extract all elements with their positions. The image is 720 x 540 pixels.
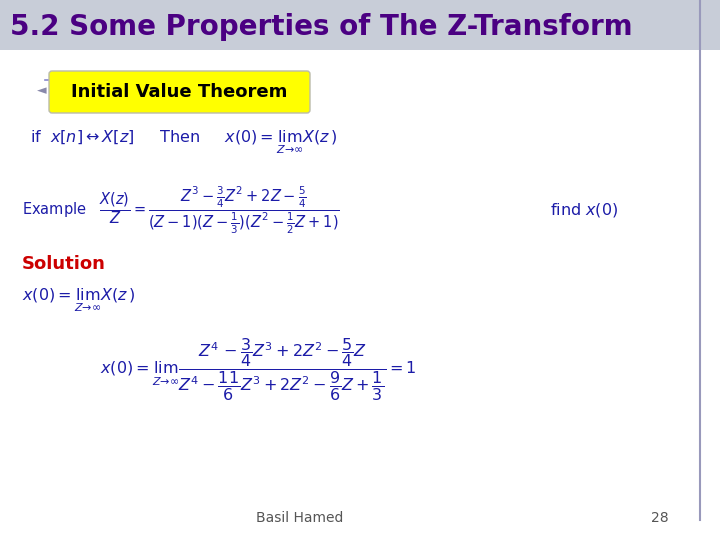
Text: 28: 28 (651, 511, 669, 525)
Text: $x(0) = \lim_{Z \to \infty} \dfrac{Z^4 - \dfrac{3}{4}Z^3 + 2Z^2 - \dfrac{5}{4}Z}: $x(0) = \lim_{Z \to \infty} \dfrac{Z^4 -… (100, 336, 416, 403)
FancyBboxPatch shape (0, 0, 720, 50)
Text: 5.2 Some Properties of The Z-Transform: 5.2 Some Properties of The Z-Transform (10, 13, 633, 41)
Text: if  $x[n] \leftrightarrow X[z]$     Then     $x(0) = \lim_{Z \to \infty} X(z\,)$: if $x[n] \leftrightarrow X[z]$ Then $x(0… (30, 129, 338, 156)
Text: $x(0) = \lim_{Z \to \infty} X(z\,)$: $x(0) = \lim_{Z \to \infty} X(z\,)$ (22, 286, 135, 314)
Text: Solution: Solution (22, 255, 106, 273)
Text: Example   $\dfrac{X(z)}{Z} = \dfrac{Z^3-\frac{3}{4}Z^2+2Z-\frac{5}{4}}{(Z-1)(Z-\: Example $\dfrac{X(z)}{Z} = \dfrac{Z^3-\f… (22, 184, 340, 235)
Text: Basil Hamed: Basil Hamed (256, 511, 343, 525)
Text: ◄: ◄ (37, 84, 47, 98)
FancyBboxPatch shape (49, 71, 310, 113)
Text: find $x(0)$: find $x(0)$ (550, 201, 618, 219)
Text: Initial Value Theorem: Initial Value Theorem (71, 83, 287, 101)
